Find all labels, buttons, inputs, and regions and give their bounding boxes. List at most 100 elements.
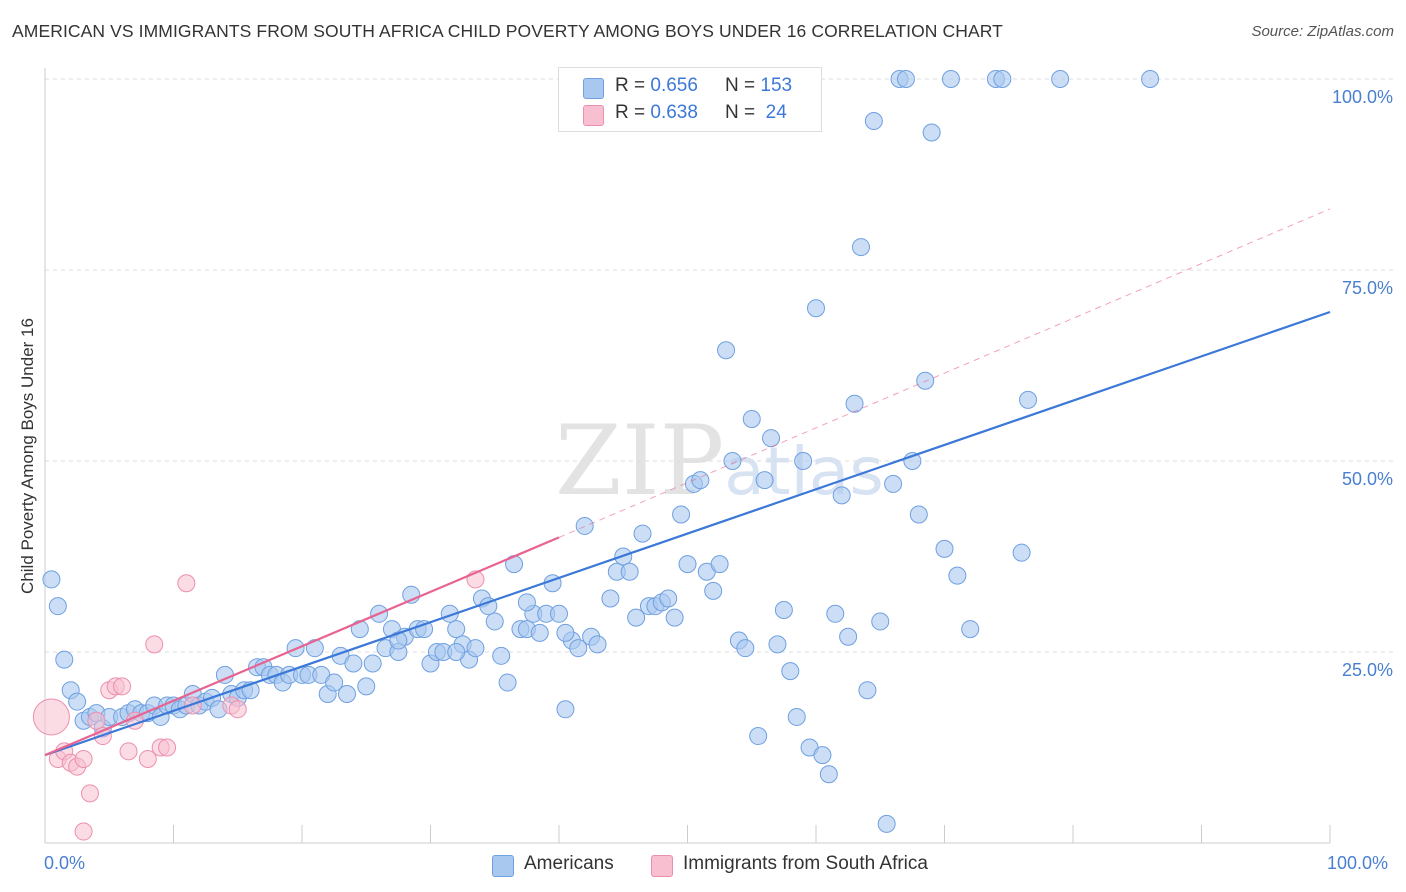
americans-point-148 bbox=[447, 643, 466, 661]
immigrants-point-23 bbox=[74, 822, 93, 841]
americans-point-43 bbox=[325, 673, 344, 692]
americans-point-139 bbox=[961, 620, 980, 639]
legend-americans-swatch[interactable] bbox=[492, 855, 514, 877]
americans-point-103 bbox=[717, 341, 736, 360]
americans-r: R = 0.656 bbox=[615, 75, 698, 97]
immigrants-point-5 bbox=[74, 749, 93, 768]
americans-point-129 bbox=[884, 474, 903, 493]
americans-point-45 bbox=[337, 685, 356, 704]
immigrants-point-18 bbox=[177, 574, 196, 593]
legend-row-americans: R = 0.656 N = 153 bbox=[559, 74, 821, 102]
americans-point-49 bbox=[363, 654, 382, 673]
immigrants-point-11 bbox=[113, 677, 132, 696]
americans-point-88 bbox=[620, 562, 639, 581]
legend-immigrants-swatch[interactable] bbox=[651, 855, 673, 877]
americans-point-84 bbox=[588, 635, 607, 654]
americans-point-81 bbox=[569, 639, 588, 658]
americans-point-145 bbox=[1141, 70, 1160, 88]
immigrants-point-15 bbox=[145, 635, 164, 654]
immigrants-point-19 bbox=[183, 696, 202, 715]
immigrants-point-14 bbox=[138, 749, 157, 768]
americans-point-75 bbox=[530, 623, 549, 642]
americans-point-104 bbox=[723, 452, 742, 470]
americans-r-label: R = bbox=[615, 75, 651, 96]
legend-americans-label[interactable]: Americans bbox=[524, 853, 614, 874]
americans-point-0 bbox=[42, 570, 61, 589]
y-tick-label-25: 25.0% bbox=[1341, 660, 1393, 680]
immigrants-r-label: R = bbox=[615, 102, 651, 123]
americans-point-147 bbox=[517, 593, 536, 612]
americans-point-69 bbox=[492, 646, 511, 665]
correlation-legend: R = 0.656 N = 153 R = 0.638 N = 24 bbox=[558, 67, 822, 132]
immigrants-swatch bbox=[583, 105, 604, 126]
americans-point-109 bbox=[755, 471, 774, 490]
immigrants-n-value: 24 bbox=[760, 102, 787, 123]
americans-point-146 bbox=[556, 623, 575, 642]
americans-n: N = 153 bbox=[725, 75, 792, 97]
americans-point-108 bbox=[749, 727, 768, 746]
legend-immigrants-label[interactable]: Immigrants from South Africa bbox=[683, 853, 928, 874]
americans-point-143 bbox=[1019, 390, 1038, 409]
source-label[interactable]: Source: ZipAtlas.com bbox=[1251, 23, 1394, 40]
americans-point-115 bbox=[794, 452, 813, 470]
americans-point-101 bbox=[704, 581, 723, 600]
americans-point-62 bbox=[447, 620, 466, 639]
americans-point-95 bbox=[665, 608, 684, 627]
americans-point-141 bbox=[993, 70, 1012, 88]
y-tick-label-50: 50.0% bbox=[1341, 469, 1393, 489]
immigrants-point-7 bbox=[87, 711, 106, 730]
x-tick-label-0: 0.0% bbox=[44, 853, 86, 873]
americans-point-135 bbox=[922, 123, 941, 142]
immigrants-point-12 bbox=[119, 742, 138, 761]
immigrants-trend-line bbox=[44, 536, 560, 757]
immigrants-point-6 bbox=[80, 784, 99, 803]
americans-point-142 bbox=[1012, 543, 1031, 562]
americans-point-144 bbox=[1051, 70, 1070, 88]
americans-point-110 bbox=[762, 429, 781, 448]
americans-point-128 bbox=[877, 814, 896, 833]
americans-point-125 bbox=[858, 681, 877, 700]
americans-point-107 bbox=[742, 409, 761, 428]
americans-point-106 bbox=[736, 639, 755, 658]
americans-point-121 bbox=[832, 486, 851, 505]
americans-n-label: N = bbox=[725, 75, 761, 96]
americans-point-117 bbox=[807, 299, 825, 318]
americans-point-114 bbox=[787, 707, 806, 726]
americans-point-131 bbox=[896, 70, 915, 88]
americans-point-78 bbox=[550, 604, 568, 623]
americans-point-79 bbox=[556, 700, 575, 719]
immigrants-point-21 bbox=[228, 700, 247, 719]
americans-point-120 bbox=[826, 604, 845, 623]
americans-point-138 bbox=[948, 566, 967, 585]
americans-point-1 bbox=[48, 597, 67, 616]
americans-point-119 bbox=[819, 765, 838, 784]
immigrants-trend-extension bbox=[558, 208, 1331, 538]
americans-point-82 bbox=[575, 516, 594, 535]
americans-point-4 bbox=[68, 692, 87, 711]
americans-point-118 bbox=[813, 746, 832, 765]
americans-point-85 bbox=[601, 589, 620, 608]
americans-point-137 bbox=[941, 70, 960, 88]
americans-n-value: 153 bbox=[760, 75, 793, 96]
x-tick-label-100: 100.0% bbox=[1327, 853, 1389, 873]
americans-point-46 bbox=[344, 654, 363, 673]
americans-point-112 bbox=[774, 600, 793, 619]
americans-point-102 bbox=[710, 555, 729, 574]
y-tick-label-75: 75.0% bbox=[1341, 278, 1393, 298]
immigrants-point-17 bbox=[158, 738, 177, 757]
americans-point-70 bbox=[498, 673, 517, 692]
immigrants-n-label: N = bbox=[725, 102, 761, 123]
americans-r-value: 0.656 bbox=[650, 75, 698, 96]
americans-point-90 bbox=[633, 524, 652, 543]
americans-point-126 bbox=[864, 112, 883, 131]
americans-point-89 bbox=[627, 608, 646, 627]
americans-point-48 bbox=[357, 677, 376, 696]
americans-point-113 bbox=[781, 662, 800, 681]
americans-point-2 bbox=[55, 650, 74, 669]
legend-row-immigrants: R = 0.638 N = 24 bbox=[559, 101, 821, 129]
chart-title: AMERICAN VS IMMIGRANTS FROM SOUTH AFRICA… bbox=[12, 21, 1003, 41]
americans-point-122 bbox=[839, 627, 858, 646]
y-axis-label: Child Poverty Among Boys Under 16 bbox=[18, 318, 37, 594]
americans-swatch bbox=[583, 78, 604, 99]
americans-point-97 bbox=[678, 555, 697, 574]
